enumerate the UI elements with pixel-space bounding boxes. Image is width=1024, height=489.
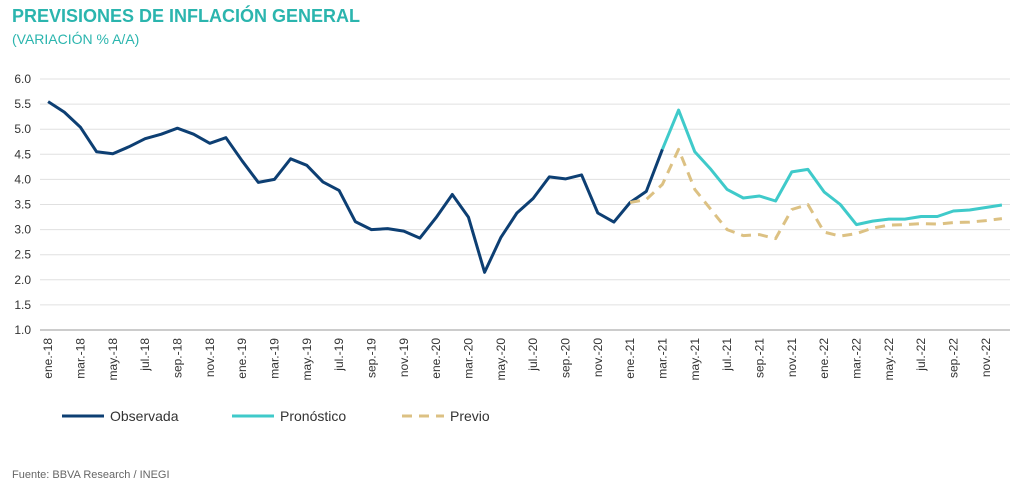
chart-title: PREVISIONES DE INFLACIÓN GENERAL [12,5,360,26]
x-tick-label: ene.-22 [817,338,831,379]
y-tick-label: 3.0 [14,223,31,237]
x-tick-label: ene.-20 [429,338,443,379]
y-tick-label: 3.5 [14,198,31,212]
x-tick-label: sep.-20 [558,338,572,378]
line-0 [47,100,664,274]
x-tick-label: sep.-19 [364,338,378,378]
y-tick-label: 5.0 [14,122,31,136]
y-tick-label: 1.0 [14,323,31,337]
x-tick-label: may.-22 [882,338,896,381]
x-tick-label: jul.-19 [332,338,346,372]
legend-label: Observada [110,408,179,424]
legend-label: Pronóstico [280,408,346,424]
x-tick-label: may.-19 [300,338,314,381]
x-tick-label: nov.-21 [785,338,799,377]
x-tick-label: mar.-21 [655,338,669,379]
x-tick-label: nov.-22 [979,338,993,377]
x-tick-label: mar.-19 [267,338,281,379]
x-tick-label: sep.-22 [946,338,960,378]
x-tick-label: may.-21 [688,338,702,381]
y-tick-label: 2.0 [14,273,31,287]
y-tick-label: 4.5 [14,147,31,161]
x-tick-label: jul.-22 [914,338,928,372]
y-tick-label: 4.0 [14,172,31,186]
source: Fuente: BBVA Research / INEGI [12,469,170,481]
x-tick-label: mar.-22 [849,338,863,379]
x-tick-label: jul.-18 [138,338,152,372]
legend-label: Previo [450,408,490,424]
x-tick-label: mar.-18 [73,338,87,379]
x-tick-label: nov.-18 [203,338,217,377]
x-tick-label: may.-18 [106,338,120,381]
x-tick-label: sep.-21 [752,338,766,378]
line-2 [629,147,1003,241]
x-tick-label: ene.-21 [623,338,637,379]
x-tick-label: ene.-19 [235,338,249,379]
line-1 [661,108,1003,227]
y-tick-label: 2.5 [14,248,31,262]
x-tick-label: jul.-20 [526,338,540,372]
y-tick-label: 6.0 [14,72,31,86]
x-tick-label: nov.-20 [591,338,605,377]
y-tick-label: 5.5 [14,97,31,111]
x-tick-label: nov.-19 [397,338,411,377]
y-tick-label: 1.5 [14,298,31,312]
x-tick-label: jul.-21 [720,338,734,372]
x-tick-label: ene.-18 [41,338,55,379]
chart-subtitle: (VARIACIÓN % A/A) [12,31,139,47]
x-tick-label: mar.-20 [461,338,475,379]
x-tick-label: sep.-18 [170,338,184,378]
x-tick-label: may.-20 [494,338,508,381]
